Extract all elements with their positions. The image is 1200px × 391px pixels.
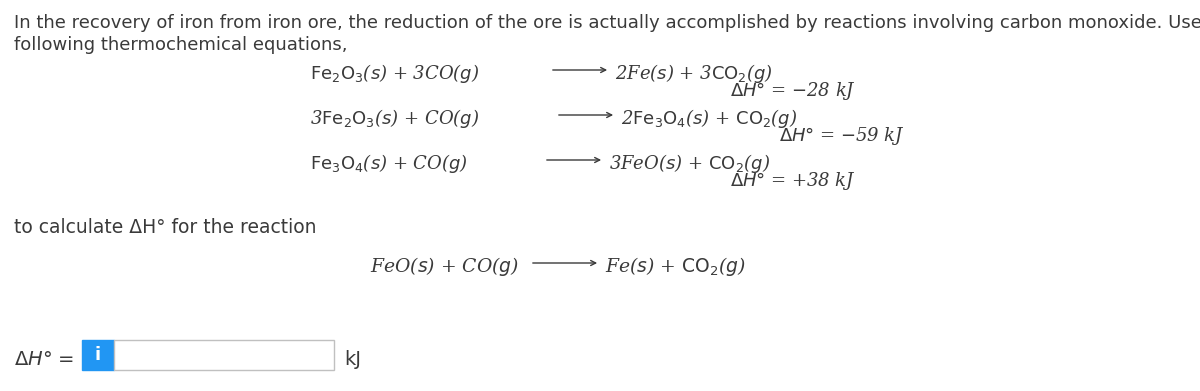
FancyBboxPatch shape — [114, 340, 334, 370]
Text: 3$\mathrm{Fe_2O_3}$($\mathit{s}$) + CO($\mathit{g}$): 3$\mathrm{Fe_2O_3}$($\mathit{s}$) + CO($… — [310, 107, 480, 130]
Text: kJ: kJ — [344, 350, 361, 369]
Text: $\mathrm{Fe_2O_3}$($\mathit{s}$) + 3CO($\mathit{g}$): $\mathrm{Fe_2O_3}$($\mathit{s}$) + 3CO($… — [310, 62, 480, 85]
Text: $\Delta\mathit{H}°$ = $-$59 kJ: $\Delta\mathit{H}°$ = $-$59 kJ — [779, 125, 905, 147]
Text: i: i — [95, 346, 101, 364]
Text: to calculate ΔH° for the reaction: to calculate ΔH° for the reaction — [14, 218, 317, 237]
FancyBboxPatch shape — [82, 340, 114, 370]
Text: 2$\mathrm{Fe_3O_4}$($\mathit{s}$) + $\mathrm{CO_2}$($\mathit{g}$): 2$\mathrm{Fe_3O_4}$($\mathit{s}$) + $\ma… — [622, 107, 798, 130]
Text: $\Delta\mathit{H}°$ = +38 kJ: $\Delta\mathit{H}°$ = +38 kJ — [730, 170, 856, 192]
Text: $\Delta\mathit{H}°$ = $-$28 kJ: $\Delta\mathit{H}°$ = $-$28 kJ — [730, 80, 856, 102]
Text: following thermochemical equations,: following thermochemical equations, — [14, 36, 348, 54]
Text: 3FeO($\mathit{s}$) + $\mathrm{CO_2}$($\mathit{g}$): 3FeO($\mathit{s}$) + $\mathrm{CO_2}$($\m… — [610, 152, 770, 175]
Text: $\Delta H°$ =: $\Delta H°$ = — [14, 350, 74, 369]
Text: In the recovery of iron from iron ore, the reduction of the ore is actually acco: In the recovery of iron from iron ore, t… — [14, 14, 1200, 32]
Text: $\mathrm{Fe_3O_4}$($\mathit{s}$) + CO($\mathit{g}$): $\mathrm{Fe_3O_4}$($\mathit{s}$) + CO($\… — [310, 152, 468, 175]
Text: 2Fe($\mathit{s}$) + 3$\mathrm{CO_2}$($\mathit{g}$): 2Fe($\mathit{s}$) + 3$\mathrm{CO_2}$($\m… — [616, 62, 773, 85]
Text: Fe($\mathit{s}$) + $\mathrm{CO_2}$($\mathit{g}$): Fe($\mathit{s}$) + $\mathrm{CO_2}$($\mat… — [605, 255, 746, 278]
Text: FeO($\mathit{s}$) + CO($\mathit{g}$): FeO($\mathit{s}$) + CO($\mathit{g}$) — [370, 255, 520, 278]
